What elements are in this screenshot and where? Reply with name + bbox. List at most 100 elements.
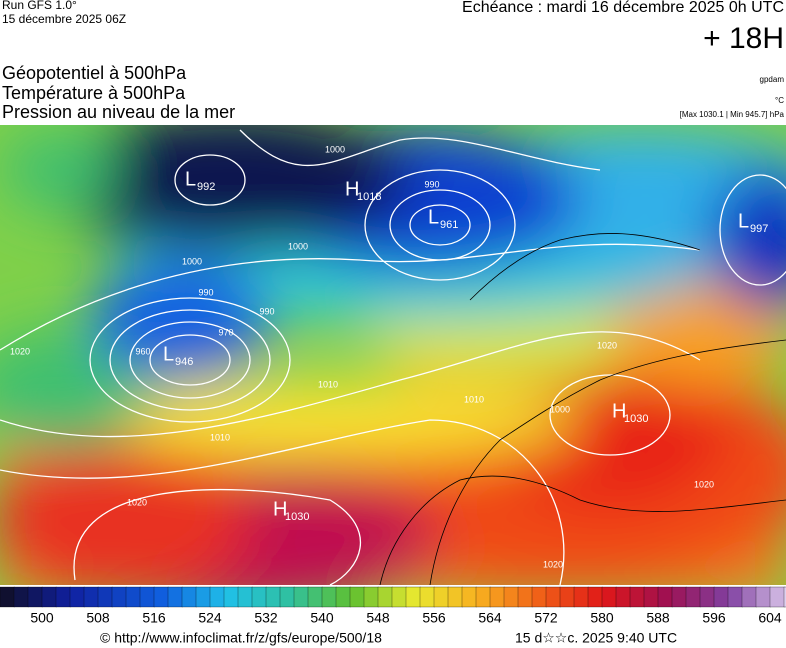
isobar-label: 1010 bbox=[318, 379, 338, 389]
colorbar-cell bbox=[699, 586, 715, 608]
colorbar-label: 500 bbox=[30, 610, 54, 626]
colorbar-cell bbox=[139, 586, 155, 608]
colorbar-label: 516 bbox=[142, 610, 166, 626]
isobar-label: 1000 bbox=[325, 144, 345, 154]
colorbar-cell bbox=[601, 586, 617, 608]
colorbar-cell bbox=[321, 586, 337, 608]
colorbar-cell bbox=[83, 586, 99, 608]
colorbar-label: 564 bbox=[478, 610, 502, 626]
isobar-label: 990 bbox=[198, 287, 213, 297]
field bbox=[0, 125, 786, 585]
center-value: 946 bbox=[175, 356, 193, 368]
colorbar-label: 604 bbox=[758, 610, 782, 626]
colorbar-cell bbox=[55, 586, 71, 608]
colorbar-cell bbox=[433, 586, 449, 608]
colorbar-label: 524 bbox=[198, 610, 222, 626]
colorbar-label: 508 bbox=[86, 610, 110, 626]
colorbar-cell bbox=[447, 586, 463, 608]
colorbar-cell bbox=[629, 586, 645, 608]
center-value: 997 bbox=[750, 223, 768, 235]
colorbar-cell bbox=[167, 586, 183, 608]
colorbar-label: 556 bbox=[422, 610, 446, 626]
center-value: 992 bbox=[197, 181, 215, 193]
colorbar-cell bbox=[489, 586, 505, 608]
center-value: 1018 bbox=[357, 191, 381, 203]
field-name: Température à 500hPa bbox=[2, 83, 186, 103]
isobar-label: 1010 bbox=[210, 432, 230, 442]
colorbar-cell bbox=[237, 586, 253, 608]
colorbar-cell bbox=[531, 586, 547, 608]
colorbar-cell bbox=[209, 586, 225, 608]
colorbar-cell bbox=[335, 586, 351, 608]
colorbar-cell bbox=[181, 586, 197, 608]
isobar-label: 960 bbox=[135, 346, 150, 356]
colorbar-cell bbox=[573, 586, 589, 608]
isobar-label: 1010 bbox=[464, 394, 484, 404]
colorbar-cell bbox=[587, 586, 603, 608]
center-value: 961 bbox=[440, 219, 458, 231]
center-letter: L bbox=[428, 206, 439, 228]
isobar-label: 990 bbox=[259, 306, 274, 316]
colorbar-cell bbox=[0, 586, 15, 608]
colorbar-cell bbox=[545, 586, 561, 608]
isobar-label: 1000 bbox=[288, 241, 308, 251]
colorbar-cell bbox=[293, 586, 309, 608]
generated: 15 d☆☆c. 2025 9:40 UTC bbox=[515, 630, 677, 646]
center-letter: H bbox=[273, 498, 287, 520]
isobar-label: 1020 bbox=[543, 559, 563, 569]
coastlines bbox=[379, 233, 786, 585]
center-letter: L bbox=[163, 343, 174, 365]
colorbar-cell bbox=[223, 586, 239, 608]
unit: gpdam bbox=[760, 75, 785, 84]
isobars bbox=[0, 129, 786, 585]
lead-time: + 18H bbox=[703, 22, 784, 55]
colorbar-label: 540 bbox=[310, 610, 334, 626]
colorbar-cell bbox=[27, 586, 43, 608]
colorbar-cell bbox=[685, 586, 701, 608]
colorbar-cell bbox=[251, 586, 267, 608]
isobar-label: 970 bbox=[218, 327, 233, 337]
colorbar-cell bbox=[391, 586, 407, 608]
source: © http://www.infoclimat.fr/z/gfs/europe/… bbox=[100, 630, 382, 646]
colorbar-cell bbox=[405, 586, 421, 608]
colorbar-cell bbox=[559, 586, 575, 608]
valid-time: Echéance : mardi 16 décembre 2025 0h UTC bbox=[462, 0, 784, 16]
colorbar-label: 532 bbox=[254, 610, 278, 626]
isobar-label: 1020 bbox=[694, 479, 714, 489]
colorbar-cell bbox=[517, 586, 533, 608]
center-value: 1030 bbox=[624, 413, 648, 425]
isobar-label: 1020 bbox=[10, 346, 30, 356]
colorbar-cell bbox=[153, 586, 169, 608]
colorbar-cell bbox=[195, 586, 211, 608]
colorbar-label: 548 bbox=[366, 610, 390, 626]
run: Run GFS 1.0° bbox=[2, 0, 77, 12]
colorbar-cell bbox=[727, 586, 743, 608]
colorbar-label: 572 bbox=[534, 610, 558, 626]
colorbar-cell bbox=[503, 586, 519, 608]
colorbar-cell bbox=[363, 586, 379, 608]
colorbar-cell bbox=[741, 586, 757, 608]
colorbar-cell bbox=[265, 586, 281, 608]
colorbar-label: 588 bbox=[646, 610, 670, 626]
colorbar-cell bbox=[419, 586, 435, 608]
colorbar-cell bbox=[657, 586, 673, 608]
colorbar-cell bbox=[461, 586, 477, 608]
colorbar-cell bbox=[41, 586, 57, 608]
isobar-label: 1000 bbox=[182, 256, 202, 266]
field-name: Géopotentiel à 500hPa bbox=[2, 63, 187, 83]
unit: °C bbox=[775, 96, 784, 105]
isobar-label: 1000 bbox=[550, 404, 570, 414]
colorbar-cell bbox=[615, 586, 631, 608]
colorbar-label: 596 bbox=[702, 610, 726, 626]
center-letter: H bbox=[612, 400, 626, 422]
colorbar-label: 580 bbox=[590, 610, 614, 626]
colorbar-cell bbox=[783, 586, 786, 608]
colorbar-cell bbox=[97, 586, 113, 608]
center-letter: H bbox=[345, 178, 359, 200]
isobar-label: 1020 bbox=[597, 340, 617, 350]
colorbar-cell bbox=[279, 586, 295, 608]
colorbar-cell bbox=[125, 586, 141, 608]
center-value: 1030 bbox=[285, 511, 309, 523]
colorbar-cell bbox=[349, 586, 365, 608]
